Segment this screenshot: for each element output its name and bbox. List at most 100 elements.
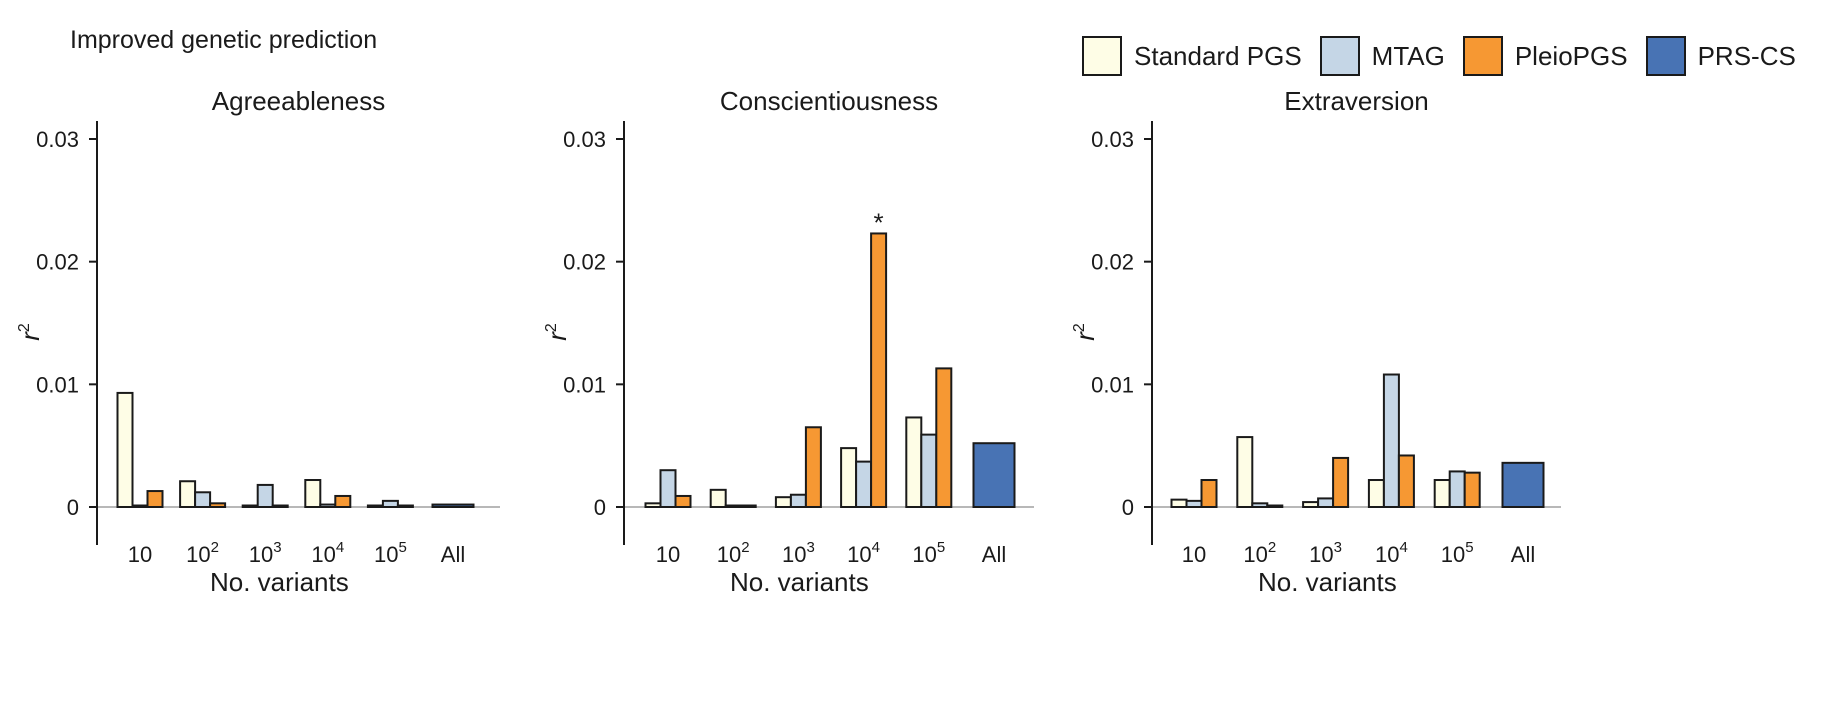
bar-standard-pgs-102 [709, 488, 727, 508]
x-tick-label: 102 [186, 539, 219, 567]
y-tick-label: 0.01 [563, 372, 606, 397]
legend-label: PleioPGS [1514, 40, 1628, 71]
y-tick-label: 0.01 [36, 372, 79, 397]
x-axis-title: No. variants [1258, 567, 1397, 597]
bar-standard-pgs-103 [241, 504, 259, 508]
bar-standard-pgs-105 [905, 416, 923, 509]
panel-conscientiousness: Conscientiousness 0 0.01 0.02 0.03 r2 10 102 103… [542, 86, 1034, 597]
y-tick-label: 0.01 [1091, 372, 1134, 397]
bar-mtag-10 [659, 469, 677, 509]
bar-standard-pgs-102 [179, 480, 197, 508]
panel-title: Agreeableness [212, 86, 385, 116]
bar-mtag-10 [131, 504, 149, 508]
x-axis-title: No. variants [210, 567, 349, 597]
x-tick-label: 10 [1182, 542, 1206, 567]
bar-mtag-103 [1317, 497, 1335, 508]
bar-standard-pgs-105 [1433, 479, 1451, 509]
x-tick-label: 105 [374, 539, 407, 567]
bar-mtag-104 [319, 503, 337, 508]
bar-mtag-102 [1251, 502, 1269, 509]
bar-prs-cs-all [972, 442, 1016, 509]
bar-mtag-10 [1185, 499, 1203, 509]
y-axis-title: r2 [15, 323, 45, 341]
y-tick-label: 0.02 [563, 250, 606, 275]
y-tick-label: 0.02 [1091, 250, 1134, 275]
legend-swatch-standard-pgs [1082, 36, 1122, 76]
y-tick-label: 0.03 [1091, 127, 1134, 152]
bar-standard-pgs-103 [1302, 501, 1320, 508]
bar-mtag-105 [381, 499, 399, 509]
legend-item-mtag: MTAG [1319, 36, 1445, 76]
x-tick-label: All [982, 542, 1006, 567]
bar-pleiopgs-10 [1200, 479, 1218, 509]
x-tick-label: All [1511, 542, 1535, 567]
y-tick-label: 0 [67, 495, 79, 520]
bar-mtag-103 [789, 493, 807, 509]
bar-pleiopgs-104 [334, 494, 352, 508]
x-tick-label: 103 [249, 539, 282, 567]
bar-pleiopgs-105 [935, 367, 953, 508]
legend-item-prs-cs: PRS-CS [1645, 36, 1796, 76]
legend-swatch-prs-cs [1645, 36, 1686, 76]
bar-standard-pgs-10 [116, 391, 134, 509]
bar-mtag-105 [1448, 470, 1466, 508]
x-tick-label: 102 [717, 539, 750, 567]
x-tick-label: 104 [311, 539, 344, 567]
y-tick-label: 0 [1122, 495, 1134, 520]
x-tick-label: All [441, 542, 465, 567]
legend-swatch-pleiopgs [1462, 36, 1503, 76]
x-tick-label: 10 [656, 542, 680, 567]
bar-pleiopgs-102 [209, 502, 227, 509]
bar-pleiopgs-102 [1266, 504, 1284, 508]
x-tick-label: 103 [782, 539, 815, 567]
y-tick-label: 0 [594, 495, 606, 520]
bar-standard-pgs-10 [644, 502, 662, 509]
bar-pleiopgs-104 [870, 232, 888, 508]
bar-pleiopgs-10 [146, 490, 164, 509]
bar-pleiopgs-105 [396, 504, 414, 508]
x-tick-label: 104 [847, 539, 880, 567]
x-tick-label: 105 [1441, 539, 1474, 567]
y-axis-title: r2 [1070, 323, 1100, 341]
bar-prs-cs-all [1501, 461, 1545, 508]
bar-pleiopgs-10 [674, 494, 692, 508]
legend-item-standard-pgs: Standard PGS [1082, 36, 1302, 76]
x-tick-label: 104 [1375, 539, 1408, 567]
bar-mtag-102 [724, 504, 742, 508]
bar-prs-cs-all [431, 503, 475, 508]
x-tick-label: 10 [128, 542, 152, 567]
significance-annotation: * [874, 207, 884, 237]
bar-mtag-104 [1382, 373, 1400, 508]
y-tick-label: 0.03 [36, 127, 79, 152]
bar-standard-pgs-10 [1170, 498, 1188, 509]
bar-mtag-103 [256, 483, 274, 509]
x-tick-label: 102 [1243, 539, 1276, 567]
bar-mtag-104 [855, 460, 873, 509]
bar-pleiopgs-103 [1332, 456, 1350, 508]
y-tick-label: 0.02 [36, 250, 79, 275]
panel-extraversion: Extraversion 0 0.01 0.02 0.03 r2 10 102 103 104 10… [1070, 86, 1561, 597]
x-tick-label: 105 [912, 539, 945, 567]
legend-swatch-mtag [1319, 36, 1360, 76]
legend-label: MTAG [1371, 40, 1445, 71]
legend: Standard PGS MTAG PleioPGS PRS-CS [1082, 36, 1814, 76]
bar-standard-pgs-104 [840, 447, 858, 508]
panel-title: Conscientiousness [720, 86, 938, 116]
bar-standard-pgs-104 [1367, 479, 1385, 509]
bar-pleiopgs-103 [271, 504, 289, 508]
bar-pleiopgs-105 [1463, 471, 1481, 508]
x-axis-title: No. variants [730, 567, 869, 597]
bar-pleiopgs-103 [804, 426, 822, 508]
bar-pleiopgs-104 [1397, 454, 1415, 509]
legend-label: Standard PGS [1134, 40, 1302, 71]
y-tick-label: 0.03 [563, 127, 606, 152]
bar-standard-pgs-102 [1236, 436, 1254, 508]
bar-standard-pgs-105 [366, 504, 384, 508]
bar-pleiopgs-102 [739, 504, 757, 508]
x-tick-label: 103 [1309, 539, 1342, 567]
legend-item-pleiopgs: PleioPGS [1462, 36, 1628, 76]
bar-mtag-102 [194, 491, 212, 508]
bar-mtag-105 [920, 433, 938, 509]
legend-label: PRS-CS [1697, 40, 1796, 71]
